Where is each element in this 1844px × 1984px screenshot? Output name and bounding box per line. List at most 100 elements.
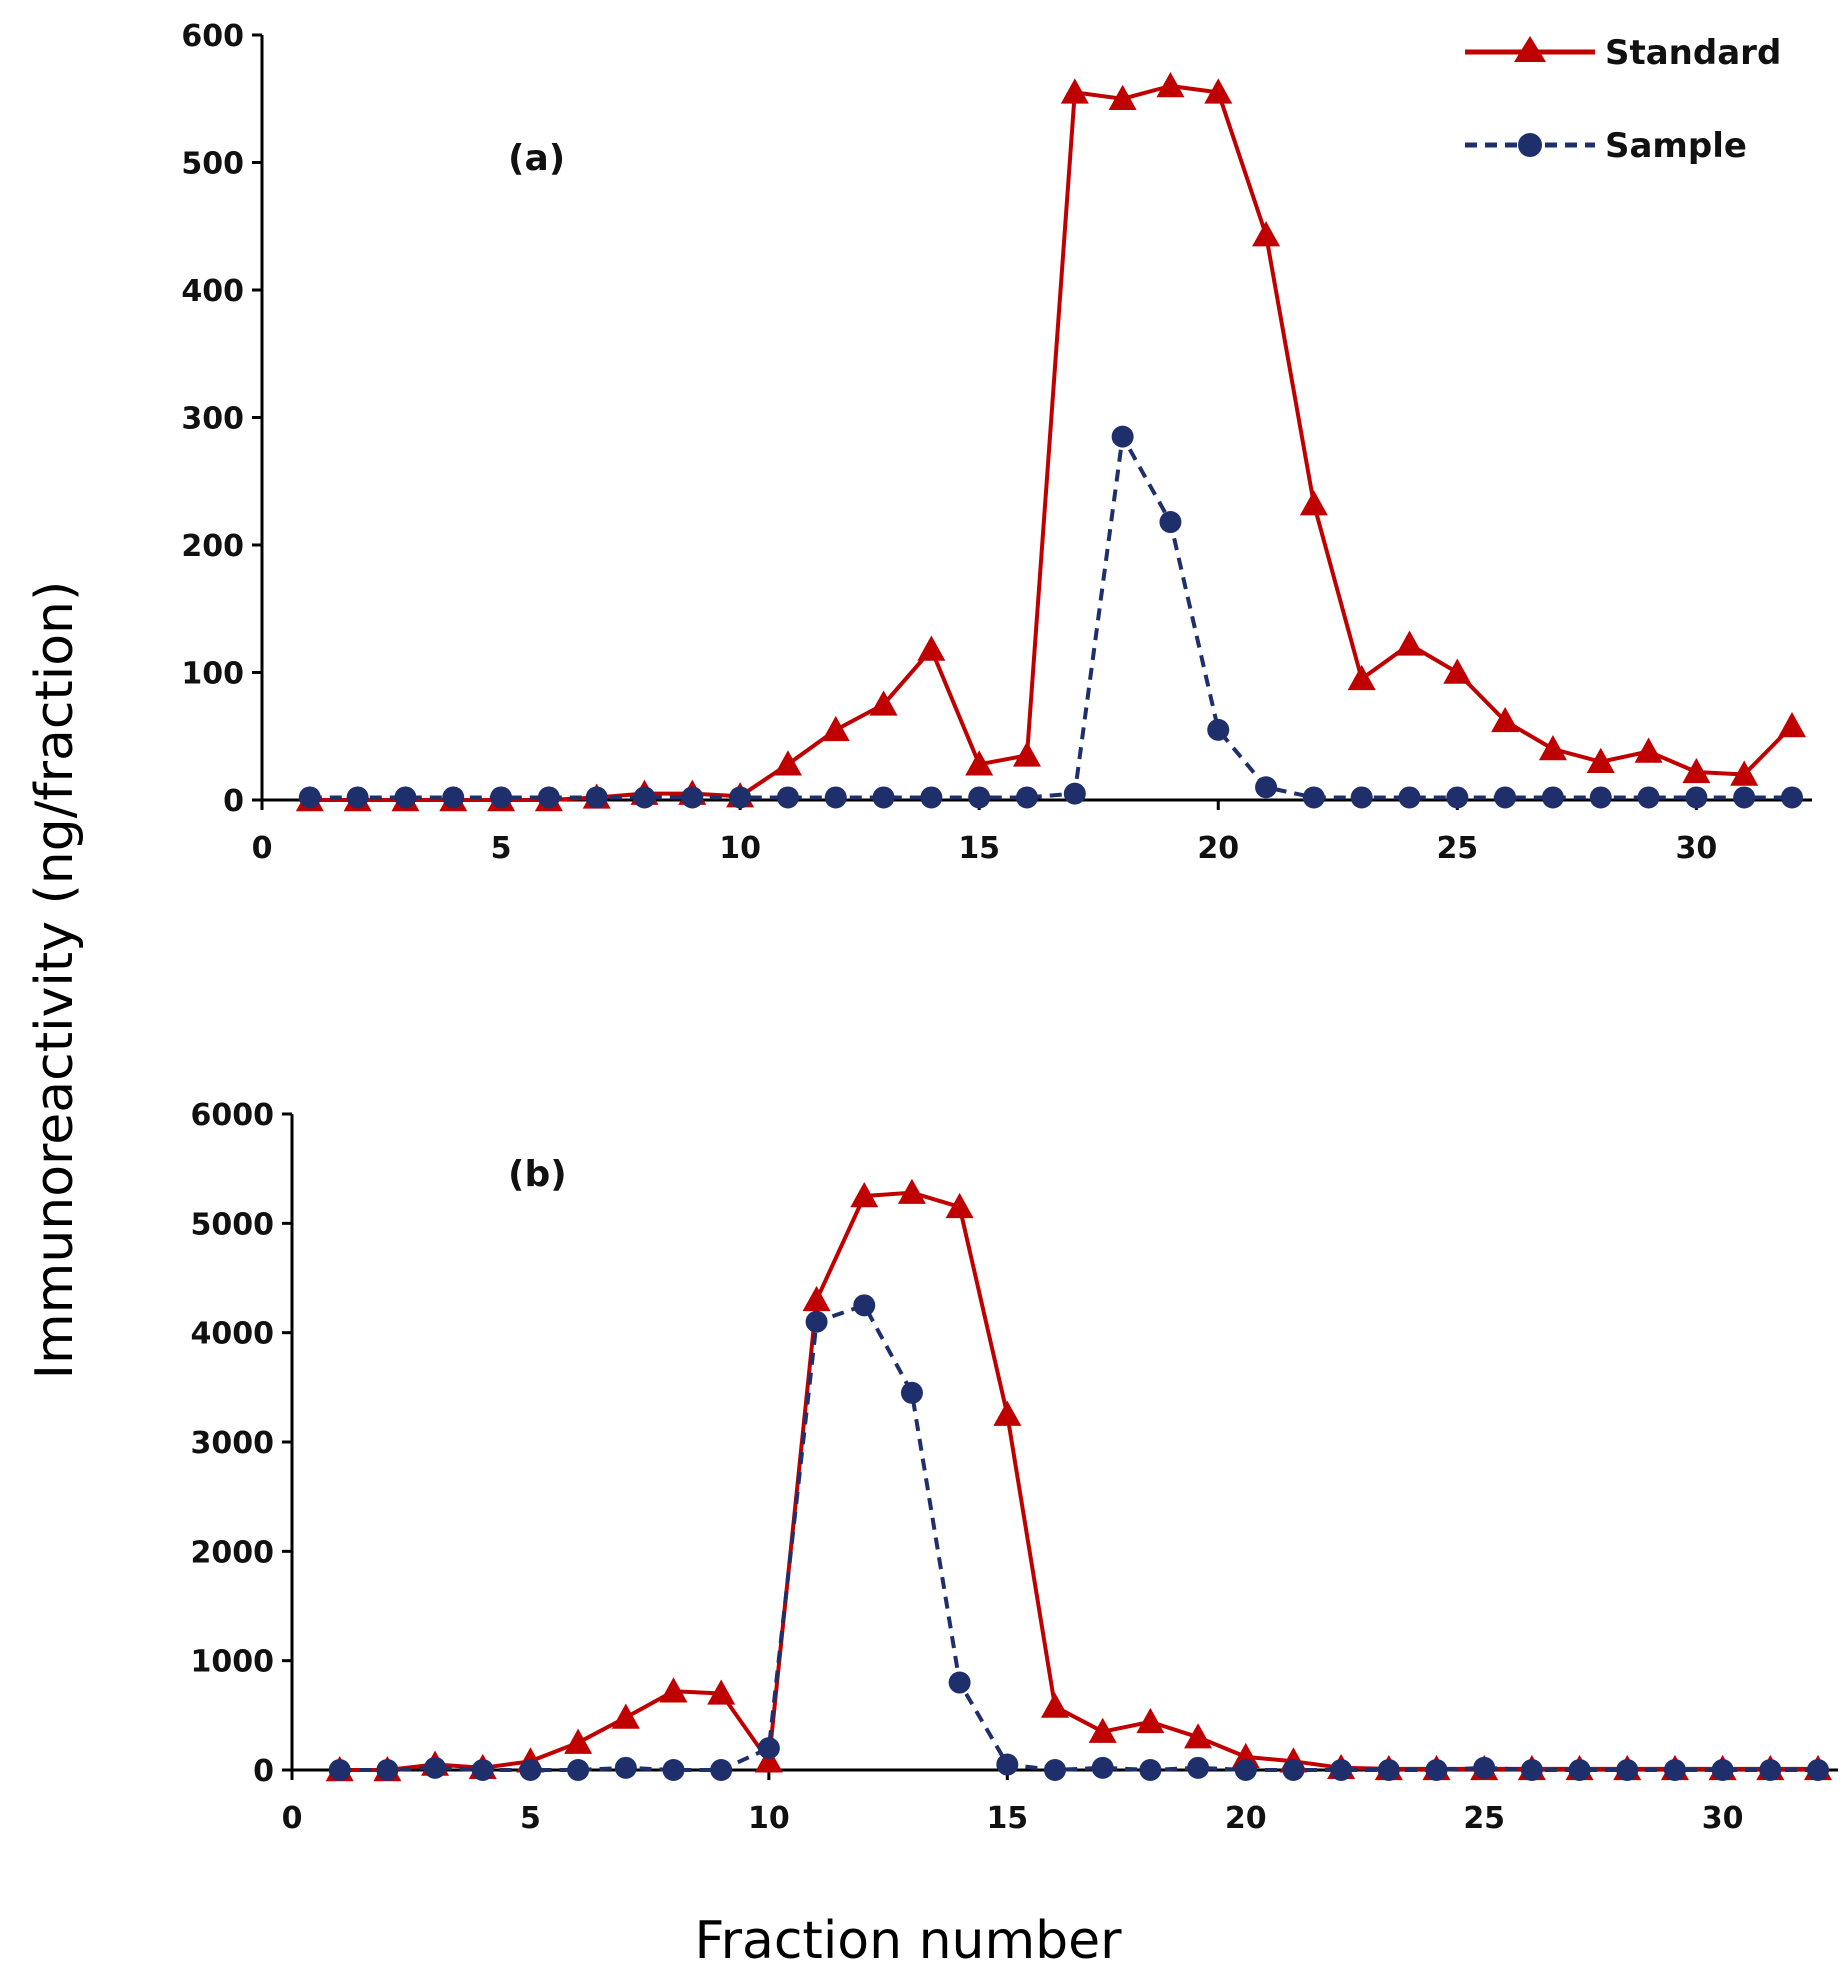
panel-b-standard-point [802, 1285, 831, 1312]
panel-b-sample-point [1282, 1759, 1305, 1781]
panel-b-sample-point [996, 1753, 1019, 1776]
panel-a-label: (a) [508, 138, 565, 179]
panel-b-y-tick-label: 3000 [191, 1426, 275, 1461]
panel-b-x-tick-label: 0 [282, 1801, 303, 1836]
panel-b-sample-point [710, 1759, 733, 1781]
panel-a-standard-point [1443, 658, 1472, 684]
panel-a-sample-point [1111, 425, 1134, 448]
panel-a-x-tick-label: 30 [1676, 831, 1718, 866]
panel-a-sample-point [1207, 718, 1230, 741]
panel-b-sample-point [662, 1759, 685, 1781]
panel-b-sample-point [1663, 1759, 1686, 1781]
legend-sample-marker [1518, 133, 1542, 157]
panel-b-standard-point [850, 1182, 879, 1208]
panel-a-sample-point [1589, 786, 1612, 809]
panel-b-sample-point [853, 1294, 876, 1317]
panel-b-sample-point [1711, 1759, 1734, 1781]
panel-b-standard-point [754, 1747, 783, 1773]
panel-a-standard-point [1730, 760, 1759, 786]
panel-a-standard-point [1778, 712, 1806, 738]
panel-b-standard-point [659, 1677, 688, 1703]
panel-b-x-tick-label: 20 [1225, 1801, 1267, 1836]
panel-b-sample-point [471, 1759, 494, 1781]
panel-a-sample-point [442, 786, 465, 809]
panel-a-sample-point [968, 786, 991, 809]
panel-a-x-tick-label: 15 [958, 831, 1000, 866]
panel-a-standard-point [773, 750, 802, 776]
panel-a-sample-point [1016, 786, 1038, 809]
panel-a-x-tick-label: 10 [719, 831, 761, 866]
panel-a-standard-point [1013, 741, 1041, 767]
panel-b-sample-point [1377, 1759, 1400, 1781]
panel-b-sample-point [1044, 1759, 1066, 1781]
panel-b-sample-point [1520, 1759, 1543, 1781]
panel-b-standard-point [707, 1679, 736, 1705]
panel-b-sample-point [948, 1671, 971, 1694]
panel-b-sample-point [1091, 1756, 1114, 1779]
x-axis-title: Fraction number [694, 1911, 1122, 1971]
panel-a-y-tick-label: 500 [181, 147, 244, 182]
panel-b-standard-point [564, 1728, 593, 1754]
panel-a-sample-point [585, 786, 608, 809]
panel-b-label: (b) [508, 1154, 567, 1195]
legend-sample-label: Sample [1605, 126, 1747, 166]
panel-b-x-tick-label: 5 [520, 1801, 541, 1836]
panel-a-sample-point [1446, 786, 1469, 809]
panel-a-sample-point [1637, 786, 1660, 809]
panel-a-sample-point [1350, 786, 1373, 809]
panel-b-sample-point [1759, 1759, 1782, 1781]
panel-b-y-tick-label: 5000 [191, 1207, 275, 1242]
panel-a-standard-point [965, 750, 994, 776]
panel-a-x-tick-label: 20 [1197, 831, 1239, 866]
panel-b-x-tick-label: 30 [1702, 1801, 1744, 1836]
panel-a-standard-point [1491, 706, 1520, 733]
panel-b-sample-point [1330, 1759, 1353, 1781]
panel-a-standard-point [1156, 72, 1185, 98]
panel-b-sample-point [614, 1756, 637, 1779]
panel-b-y-tick-label: 2000 [191, 1535, 275, 1570]
panel-b-standard-point [611, 1703, 640, 1729]
panel-a-sample-point [1781, 786, 1803, 809]
panel-a-chart: 0 100 200 300 400 500 600 0 5 10 15 20 25 30 [181, 19, 1812, 866]
panel-b-sample-point [519, 1759, 542, 1781]
panel-b-sample-point [757, 1737, 780, 1760]
panel-b-sample-point [900, 1381, 923, 1404]
panel-a-standard-point [869, 690, 898, 716]
panel-b-sample-point [1568, 1759, 1591, 1781]
panel-a-standard-point [1347, 664, 1376, 691]
panel-b-x-tick-label: 25 [1463, 1801, 1505, 1836]
panel-b-standard-point [993, 1400, 1022, 1426]
panel-a-y-tick-label: 0 [223, 784, 244, 819]
legend-standard-label: Standard [1605, 33, 1781, 73]
panel-a-standard-point [1108, 84, 1137, 110]
panel-b-sample-point [567, 1759, 590, 1781]
panel-a-sample-point [729, 786, 752, 809]
panel-a-standard-point [1299, 490, 1328, 516]
legend: Standard Sample [1465, 33, 1781, 166]
panel-b-sample-point [1187, 1756, 1210, 1779]
panel-a-sample-point [776, 786, 799, 809]
panel-a-sample-point [633, 786, 656, 809]
panel-b-sample-point [805, 1310, 828, 1333]
panel-b-standard-point [897, 1178, 926, 1204]
panel-b-sample-point [1807, 1759, 1829, 1781]
panel-a-standard-point [821, 715, 850, 742]
panel-b-y-tick-label: 4000 [191, 1317, 275, 1352]
panel-a-sample-point [346, 786, 369, 809]
panel-a-standard-point [1204, 78, 1233, 104]
panel-a-sample-point [1063, 782, 1086, 805]
panel-a-sample-point [490, 786, 513, 809]
y-axis-title: Immunoreactivity (ng/fraction) [25, 581, 85, 1380]
panel-b-y-tick-label: 0 [253, 1754, 274, 1789]
panel-b-sample-point [1473, 1756, 1496, 1779]
panel-a-standard-point [1060, 78, 1089, 104]
panel-b-sample-point [424, 1756, 447, 1779]
panel-a-standard-point [1682, 757, 1711, 784]
panel-a-sample-point [1302, 786, 1325, 809]
panel-a-x-tick-label: 5 [491, 831, 512, 866]
panel-a-standard-point [1395, 630, 1424, 656]
panel-b-standard-point [1088, 1717, 1117, 1743]
panel-a-standard-point [1538, 735, 1567, 761]
panel-b-sample-point [1425, 1759, 1448, 1781]
